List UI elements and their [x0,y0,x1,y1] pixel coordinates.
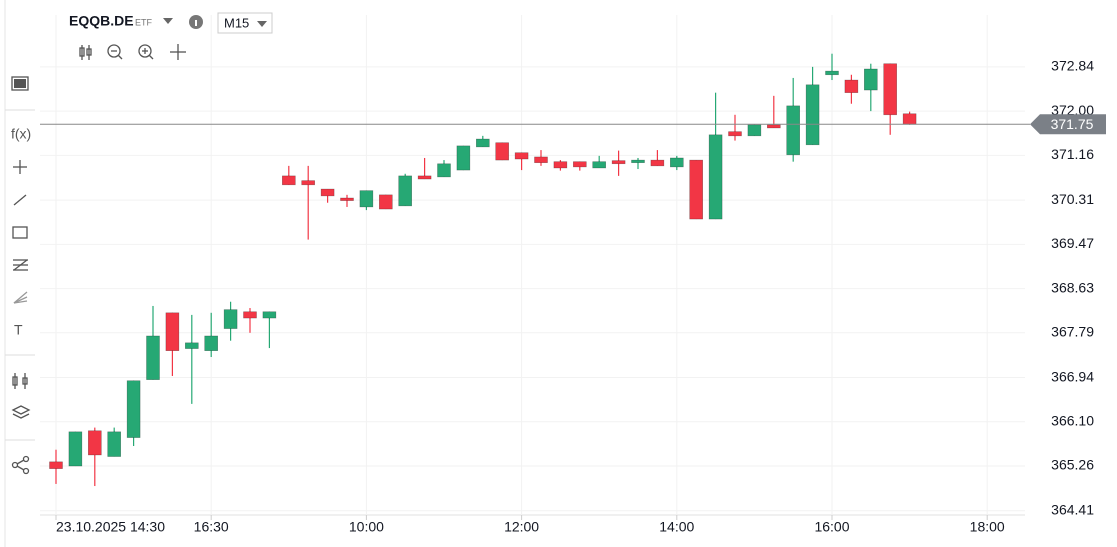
candle-body [689,159,704,220]
layout-icon[interactable] [11,76,29,91]
candle-body [728,131,742,137]
candle-body [475,138,490,148]
candle-body [165,312,180,352]
x-tick-label: 16:00 [814,519,849,535]
x-tick-label: 18:00 [970,519,1005,535]
candle-body [359,190,374,208]
candle-body [223,309,238,329]
candle-body [185,342,199,349]
candle-body [805,84,820,146]
candle-body [126,380,141,438]
layout-fill [14,79,26,88]
y-tick-label: 369.47 [1051,235,1094,251]
candle-body [320,188,335,197]
y-tick-label: 372.00 [1051,102,1094,118]
candle-body [572,161,587,168]
text-tool[interactable]: T [14,322,23,338]
candle-body [281,175,296,186]
fan-tool[interactable] [13,291,28,304]
x-tick-label: 14:00 [659,519,694,535]
candles-tool[interactable] [12,373,28,389]
candle-body [49,461,63,469]
candle-body [669,157,684,168]
candle-body [844,79,859,93]
candle-body [863,68,878,91]
candle-body [611,160,626,165]
candle-body [514,152,529,160]
candle-body [68,431,83,467]
candle-body [88,430,102,456]
x-tick-label: 23.10.2025 14:30 [56,519,165,535]
crosshair-tool[interactable] [13,160,27,174]
y-tick-label: 367.79 [1051,324,1094,340]
y-tick-label: 364.41 [1051,501,1094,517]
rectangle-tool[interactable] [12,226,28,239]
candle-body [495,142,510,161]
chart-type-icon[interactable] [79,45,92,60]
last-price-tag [1030,114,1106,135]
candle-body [553,161,568,169]
y-tick-label: 368.63 [1051,279,1094,295]
candle-body [340,197,354,201]
y-tick-label: 366.10 [1051,412,1094,428]
symbol-dropdown[interactable] [163,18,173,24]
candle-body [883,63,898,116]
candle-body [262,311,277,319]
candle-body [592,161,607,169]
candle-body [631,159,645,164]
x-tick-label: 12:00 [504,519,539,535]
x-tick-label: 10:00 [349,519,384,535]
share-tool[interactable] [11,455,30,475]
symbol[interactable]: EQQB.DE [69,13,134,29]
trendline-tool[interactable] [13,194,27,206]
plot-area: 372.84 372.00 371.16 370.31 369.47 368.63 367.… [40,15,1106,535]
candle-body [301,180,316,186]
zoom-out-icon[interactable] [107,44,123,60]
candle-body [786,105,801,156]
x-tick-label: 16:30 [194,519,229,535]
candle-body [650,159,665,167]
y-tick-label: 370.31 [1051,191,1094,207]
y-tick-label: 372.84 [1051,58,1094,74]
y-tick-label: 365.26 [1051,457,1094,473]
timeframe: M15 [224,15,249,30]
timeframe-box[interactable] [217,12,273,34]
last-price-label: 371.75 [1051,116,1094,132]
candle-body [204,335,218,352]
candle-body [825,70,839,76]
candle-body [417,175,432,180]
y-tick-label: 366.94 [1051,368,1094,384]
fibonacci-tool[interactable] [13,259,28,271]
candle-body [766,124,781,129]
info-glyph [195,20,197,26]
candle-body [534,156,548,164]
candle-body [747,124,762,137]
candle-body [107,431,121,457]
candle-body [902,113,917,125]
zoom-in-icon[interactable] [138,44,154,60]
y-tick-label: 371.16 [1051,146,1094,162]
asset-type: ETF [135,17,153,27]
candle-body [243,311,257,319]
candle-body [146,335,160,380]
candle-body [437,163,451,178]
candle-body [398,175,413,207]
timeframe-dropdown[interactable] [257,21,267,27]
candle-body [708,134,723,220]
layers-tool[interactable] [11,405,31,419]
pan-icon[interactable] [170,44,186,60]
candle-body [378,194,393,210]
indicators-tool[interactable]: f(x) [11,126,31,142]
candle-body [456,145,471,171]
